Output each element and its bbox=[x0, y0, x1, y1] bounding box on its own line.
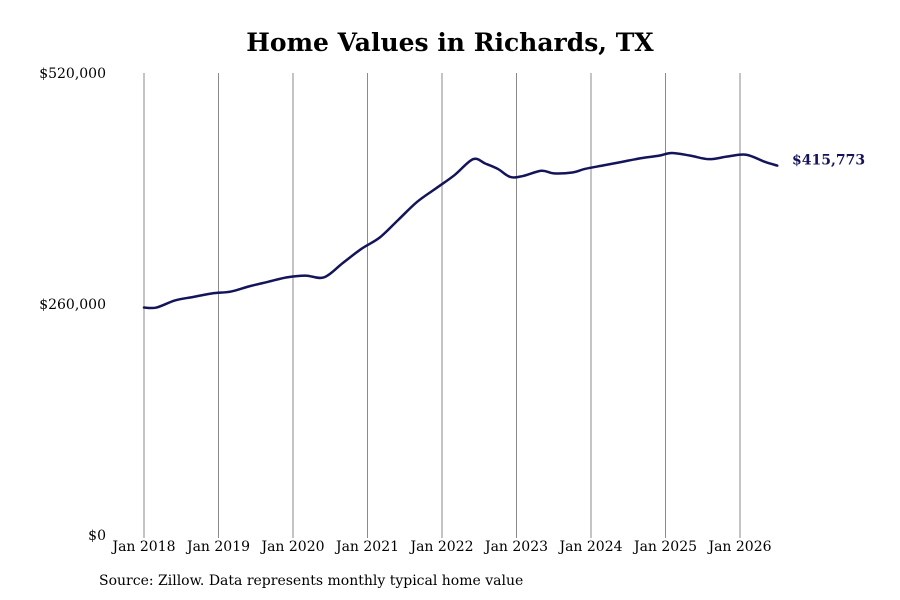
y-tick-label: $520,000 bbox=[39, 66, 106, 82]
y-tick-label: $260,000 bbox=[39, 297, 106, 313]
end-value-label-group: $415,773 bbox=[792, 153, 865, 169]
home-value-line bbox=[142, 151, 779, 310]
x-tick-label: Jan 2023 bbox=[483, 539, 548, 555]
x-tick-label: Jan 2019 bbox=[185, 539, 250, 555]
x-tick-label: Jan 2025 bbox=[632, 539, 697, 555]
source-note: Source: Zillow. Data represents monthly … bbox=[99, 573, 524, 589]
chart-title: Home Values in Richards, TX bbox=[246, 28, 654, 57]
end-value-label: $415,773 bbox=[792, 153, 865, 169]
y-axis-labels: $0 $260,000 $520,000 bbox=[39, 66, 106, 544]
x-axis-labels: Jan 2018 Jan 2019 Jan 2020 Jan 2021 Jan 2022… bbox=[110, 539, 771, 555]
x-tick-label: Jan 2018 bbox=[110, 539, 175, 555]
x-tick-label: Jan 2022 bbox=[408, 539, 473, 555]
x-tick-label: Jan 2021 bbox=[334, 539, 399, 555]
gridlines bbox=[143, 73, 741, 538]
series-line-group bbox=[142, 151, 779, 310]
y-tick-label: $0 bbox=[88, 528, 106, 544]
x-tick-label: Jan 2026 bbox=[706, 539, 771, 555]
x-tick-label: Jan 2024 bbox=[557, 539, 622, 555]
x-tick-label: Jan 2020 bbox=[259, 539, 324, 555]
